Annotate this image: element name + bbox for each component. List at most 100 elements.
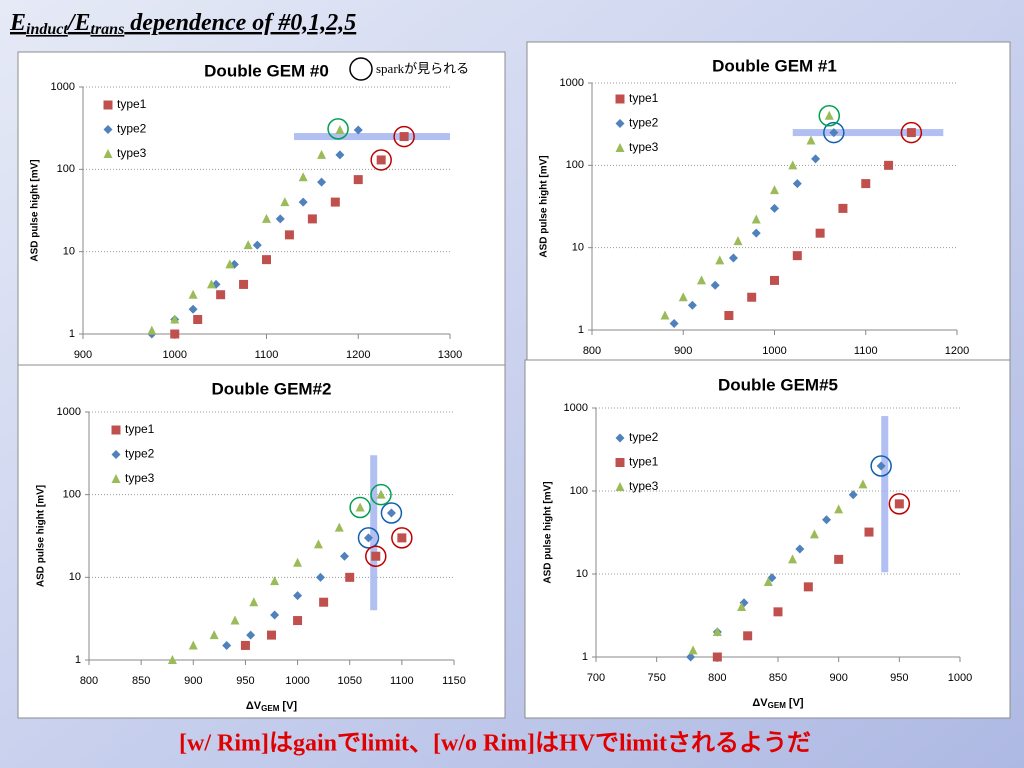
marker-square (307, 214, 317, 224)
marker-square (262, 255, 271, 265)
marker-diamond (848, 490, 858, 500)
y-tick-label: 100 (63, 489, 81, 501)
y-tick-label: 100 (57, 163, 75, 175)
marker-triangle (858, 479, 868, 489)
marker-triangle (712, 627, 722, 637)
x-tick-label: 900 (184, 675, 202, 687)
x-tick-label: 1050 (337, 675, 361, 687)
marker-diamond (686, 652, 696, 662)
marker-square (884, 160, 894, 170)
marker-triangle (225, 259, 235, 269)
x-tick-label: 1200 (346, 349, 370, 361)
x-tick-label: 800 (583, 345, 601, 357)
marker-triangle (209, 630, 219, 640)
spark-circle (391, 527, 413, 549)
x-label-unit: [V] (279, 700, 297, 712)
marker-triangle (188, 640, 198, 650)
marker-square (792, 251, 802, 261)
series (167, 489, 386, 664)
marker-square (371, 551, 381, 561)
spark-circle (370, 483, 392, 506)
marker-square (712, 652, 722, 662)
marker-square (861, 179, 871, 189)
legend-label: type3 (125, 471, 155, 485)
marker-diamond (811, 154, 821, 164)
spark-circle (900, 121, 923, 144)
x-label-sub: GEM (261, 704, 280, 713)
spark-note: sparkが見られる (376, 61, 469, 76)
marker-diamond (363, 533, 373, 543)
charts: Double GEM #0 sparkが見られる 1 10 100 1000 900 1000… (17, 41, 1011, 719)
series (724, 128, 916, 321)
marker-square (330, 197, 340, 207)
panel-background (17, 51, 506, 399)
marker-diamond (353, 125, 363, 135)
x-tick-label: 950 (236, 675, 254, 687)
title-sub: induct (26, 21, 68, 38)
marker-diamond (111, 450, 121, 459)
y-tick-label: 1000 (564, 402, 588, 414)
legend-label: type2 (125, 447, 155, 461)
marker-square (193, 315, 203, 325)
panel-background (524, 359, 1011, 719)
x-tick-label: 750 (647, 672, 665, 684)
marker-square (399, 132, 409, 142)
spark-circle (380, 502, 403, 524)
marker-square (353, 175, 363, 185)
y-axis-label: ASD pulse hight [mV] (30, 159, 41, 261)
x-label-unit: [V] (786, 697, 804, 709)
marker-square (815, 228, 825, 238)
legend-label: type1 (125, 422, 155, 436)
spark-circle (870, 455, 892, 477)
marker-square (376, 155, 386, 165)
chart-title: Double GEM#5 (718, 375, 838, 394)
y-tick-label: 10 (69, 571, 81, 583)
spark-circle (365, 545, 387, 567)
x-label-main: ΔV (752, 697, 768, 709)
x-tick-label: 1100 (390, 675, 414, 687)
spark-circle (888, 493, 911, 515)
x-tick-label: 1100 (854, 345, 878, 357)
chart-title: Double GEM #1 (712, 56, 837, 75)
limit-band (792, 129, 944, 137)
legend-label: type1 (629, 455, 659, 469)
x-label-main: ΔV (246, 700, 262, 712)
marker-triangle (615, 482, 625, 491)
footer: [w/ Rim]はgainでlimit、[w/o Rim]はHVでlimitされ… (179, 731, 811, 757)
series (669, 128, 839, 328)
chart-title: Double GEM #0 (204, 61, 329, 80)
spark-circle (327, 118, 349, 140)
marker-triangle (293, 557, 303, 567)
marker-diamond (829, 128, 839, 138)
marker-square (724, 311, 734, 321)
marker-triangle (715, 255, 725, 265)
marker-diamond (687, 300, 697, 310)
marker-square (170, 329, 180, 339)
legend-label: type2 (629, 430, 659, 444)
panel-background (17, 364, 506, 719)
marker-triangle (834, 504, 844, 514)
marker-square (397, 533, 407, 543)
panel-background (526, 41, 1011, 396)
marker-square (111, 425, 121, 435)
series (660, 110, 834, 320)
spark-circle (370, 149, 392, 171)
y-axis-label: ASD pulse hight [mV] (539, 155, 550, 257)
chart-title: Double GEM#2 (212, 379, 332, 398)
marker-diamond (298, 197, 308, 207)
marker-triangle (615, 143, 625, 152)
marker-triangle (262, 213, 271, 223)
marker-triangle (824, 110, 834, 120)
x-tick-label: 1200 (945, 345, 969, 357)
marker-triangle (751, 214, 761, 224)
marker-diamond (770, 203, 779, 213)
marker-square (803, 582, 813, 592)
legend-label: type1 (629, 91, 659, 105)
title-part: /E (66, 10, 91, 36)
marker-square (293, 616, 303, 626)
marker-triangle (230, 615, 240, 625)
marker-triangle (111, 474, 121, 483)
marker-triangle (697, 275, 706, 285)
